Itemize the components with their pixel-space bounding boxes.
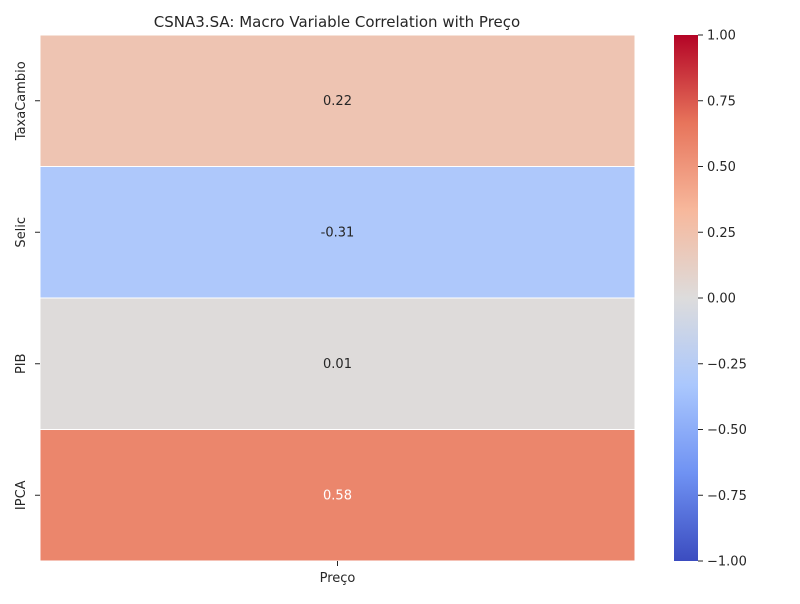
row-label: TaxaCambio: [14, 61, 29, 141]
row-label: IPCA: [14, 480, 29, 510]
colorbar-tick-label: −0.25: [707, 357, 747, 372]
colorbar-tick-label: −1.00: [707, 555, 747, 570]
row-label: PIB: [14, 353, 29, 374]
column-label: Preço: [320, 571, 356, 586]
heatmap-cell: [39, 34, 636, 167]
colorbar-tick-label: 0.25: [707, 226, 736, 241]
heatmap-cell: [39, 166, 636, 299]
colorbar: [674, 35, 698, 561]
colorbar-ticks: 1.00 0.75 0.50 0.25 0.00 −0.25 −0.50 −0.75 −1.00: [698, 29, 747, 570]
chart-title: CSNA3.SA: Macro Variable Correlation wit…: [154, 13, 520, 31]
colorbar-tick-label: −0.50: [707, 423, 747, 438]
colorbar-tick-label: 1.00: [707, 29, 736, 44]
cell-annotation: 0.58: [323, 488, 352, 503]
row-labels: TaxaCambio Selic PIB IPCA: [14, 61, 40, 510]
heatmap-cells: 0.22 -0.31 0.01 0.58: [39, 34, 636, 562]
heatmap-cell: [39, 297, 636, 430]
row-label: Selic: [14, 217, 29, 248]
cell-annotation: -0.31: [321, 225, 355, 240]
column-labels: Preço: [320, 561, 356, 586]
colorbar-tick-label: 0.75: [707, 94, 736, 109]
colorbar-gradient: [674, 35, 698, 561]
colorbar-tick-label: 0.50: [707, 160, 736, 175]
cell-annotation: 0.01: [323, 357, 352, 372]
cell-annotation: 0.22: [323, 94, 352, 109]
colorbar-tick-label: −0.75: [707, 489, 747, 504]
colorbar-tick-label: 0.00: [707, 292, 736, 307]
heatmap-cell: [39, 429, 636, 562]
